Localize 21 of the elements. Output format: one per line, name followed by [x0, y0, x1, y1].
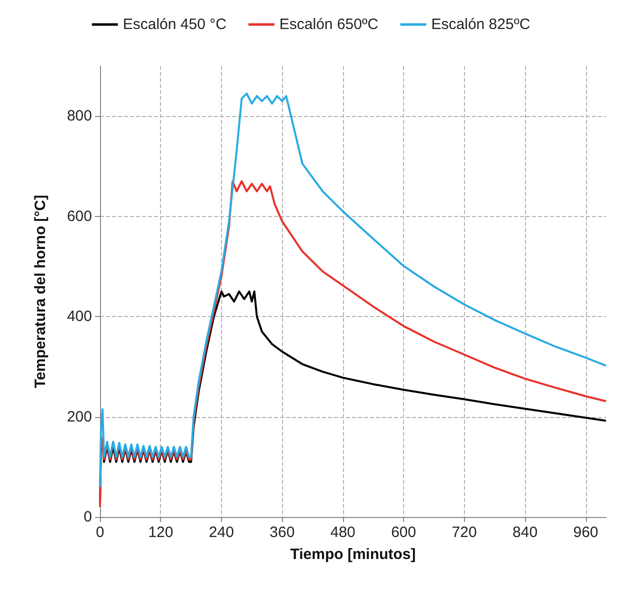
- y-tick-label: 600: [66, 208, 92, 225]
- x-tick-label: 840: [512, 524, 538, 541]
- x-tick-label: 600: [391, 524, 416, 541]
- x-tick-label: 0: [96, 524, 104, 541]
- y-tick-label: 400: [66, 308, 92, 326]
- x-tick-label: 120: [148, 524, 174, 541]
- x-tick-label: 960: [573, 524, 598, 541]
- x-tick-label: 360: [270, 524, 295, 541]
- legend-label: Escalón 650ºC: [279, 16, 378, 33]
- legend-label: Escalón 450 °C: [122, 16, 227, 33]
- y-axis-title: Temperatura del horno [°C]: [32, 194, 49, 388]
- y-tick-label: 0: [84, 508, 92, 526]
- line-series: [99, 180, 607, 508]
- x-tick-label: 240: [208, 524, 234, 541]
- legend-label: Escalón 825ºC: [431, 16, 530, 33]
- x-axis-title: Tiempo [minutos]: [290, 546, 416, 563]
- y-tick-label: 200: [66, 408, 92, 426]
- x-tick-label: 480: [330, 524, 356, 541]
- line-series: [99, 92, 607, 488]
- x-tick-label: 720: [452, 524, 477, 541]
- y-tick-label: 800: [66, 108, 92, 125]
